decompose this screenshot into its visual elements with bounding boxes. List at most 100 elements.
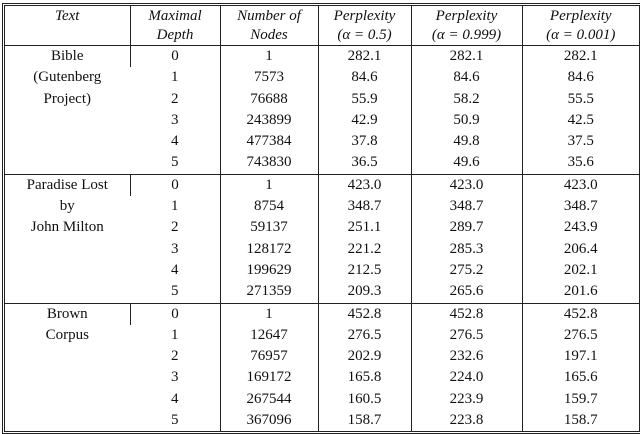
- cell-perplexity-alpha-0-001: 35.6: [521, 152, 639, 175]
- column-header-perplexity-alpha-0-001: (α = 0.001): [521, 26, 639, 46]
- cell-perplexity-alpha-0-999: 289.7: [410, 217, 522, 239]
- perplexity-table: Text Maximal Number of Perplexity Perplexity…: [5, 6, 639, 432]
- text-name-line: Bible: [51, 48, 84, 64]
- cell-perplexity-alpha-0-999: 275.2: [410, 259, 522, 282]
- table-group: Paradise Lost by John Milton 0 1 423.0 423.0 42…: [5, 174, 639, 304]
- cell-perplexity-alpha-0-001: 158.7: [521, 410, 639, 432]
- cell-maximal-depth: 3: [171, 240, 179, 257]
- cell-number-of-nodes: 128172: [219, 238, 318, 260]
- cell-maximal-depth: 1: [171, 326, 179, 343]
- cell-perplexity-alpha-0-999: 223.8: [410, 410, 522, 432]
- column-header-number-of-nodes: Number of: [219, 6, 318, 26]
- column-header-perplexity-alpha-0-999: Perplexity: [410, 6, 522, 26]
- cell-perplexity-alpha-0-5: 158.7: [317, 410, 411, 432]
- cell-maximal-depth: 3: [171, 111, 179, 128]
- table-row: 1 12647 276.5 276.5 276.5: [5, 324, 639, 347]
- cell-perplexity-alpha-0-999: 265.6: [410, 281, 522, 304]
- cell-perplexity-alpha-0-5: 202.9: [317, 346, 411, 368]
- cell-perplexity-alpha-0-999: 276.5: [410, 324, 522, 347]
- cell-maximal-depth: 1: [171, 69, 179, 86]
- cell-perplexity-alpha-0-5: 221.2: [317, 238, 411, 260]
- cell-maximal-depth: 5: [171, 154, 179, 171]
- cell-perplexity-alpha-0-5: 37.8: [317, 131, 411, 153]
- table-row: 2 59137 251.1 289.7 243.9: [5, 217, 639, 239]
- column-header-number-of-nodes: Nodes: [219, 26, 318, 46]
- table-row: Brown Corpus 0 1 452.8 452.8 452.8: [5, 303, 639, 343]
- cell-perplexity-alpha-0-999: 50.9: [410, 109, 522, 132]
- table-row: 3 243899 42.9 50.9 42.5: [5, 109, 639, 132]
- table-row: 5 367096 158.7 223.8 158.7: [5, 410, 639, 432]
- table-row: 4 477384 37.8 49.8 37.5: [5, 131, 639, 153]
- cell-perplexity-alpha-0-001: 452.8: [521, 303, 639, 325]
- cell-perplexity-alpha-0-5: 348.7: [317, 196, 411, 218]
- table-row: 2 76957 202.9 232.6 197.1: [5, 346, 639, 368]
- cell-perplexity-alpha-0-001: 84.6: [521, 67, 639, 89]
- cell-perplexity-alpha-0-999: 423.0: [410, 174, 522, 197]
- text-name-line: Brown: [46, 305, 88, 322]
- text-name-line: (Gutenberg: [33, 69, 102, 86]
- cell-perplexity-alpha-0-001: 201.6: [521, 281, 639, 304]
- cell-maximal-depth: 3: [171, 369, 179, 386]
- column-header-perplexity-alpha-0-001: Perplexity: [521, 6, 639, 26]
- cell-perplexity-alpha-0-5: 251.1: [317, 217, 411, 239]
- cell-perplexity-alpha-0-001: 159.7: [521, 388, 639, 411]
- column-header-perplexity-alpha-0-999: (α = 0.999): [410, 26, 522, 46]
- cell-perplexity-alpha-0-5: 423.0: [317, 174, 411, 197]
- text-name-cell: Bible (Gutenberg Project): [5, 46, 130, 175]
- cell-number-of-nodes: 743830: [219, 152, 318, 175]
- cell-perplexity-alpha-0-001: 165.6: [521, 367, 639, 389]
- cell-perplexity-alpha-0-999: 232.6: [410, 346, 522, 368]
- cell-number-of-nodes: 267544: [219, 388, 318, 411]
- cell-perplexity-alpha-0-5: 36.5: [317, 152, 411, 175]
- text-name-line: John Milton: [30, 219, 104, 236]
- cell-number-of-nodes: 76688: [219, 88, 318, 110]
- cell-number-of-nodes: 243899: [219, 109, 318, 132]
- cell-perplexity-alpha-0-5: 276.5: [317, 324, 411, 347]
- table-row: 5 743830 36.5 49.6 35.6: [5, 152, 639, 175]
- text-name-cell: Paradise Lost by John Milton: [5, 174, 130, 303]
- cell-maximal-depth: 4: [171, 261, 179, 278]
- table-row: Bible (Gutenberg Project) 0 1 282.1 282.1 282.1: [5, 45, 639, 107]
- cell-number-of-nodes: 12647: [219, 324, 318, 347]
- cell-number-of-nodes: 199629: [219, 259, 318, 282]
- table-row: 4 199629 212.5 275.2 202.1: [5, 259, 639, 282]
- column-header-text: [5, 26, 130, 46]
- column-header-text: Text: [55, 8, 80, 24]
- cell-number-of-nodes: 367096: [219, 410, 318, 432]
- cell-maximal-depth: 0: [129, 303, 220, 325]
- cell-perplexity-alpha-0-5: 212.5: [317, 259, 411, 282]
- cell-number-of-nodes: 271359: [219, 281, 318, 304]
- cell-perplexity-alpha-0-999: 84.6: [410, 67, 522, 89]
- cell-number-of-nodes: 8754: [219, 196, 318, 218]
- text-name-line: by: [59, 198, 75, 215]
- cell-number-of-nodes: 1: [219, 174, 318, 197]
- table-row: 3 128172 221.2 285.3 206.4: [5, 238, 639, 260]
- cell-perplexity-alpha-0-999: 58.2: [410, 88, 522, 110]
- cell-maximal-depth: 5: [171, 412, 179, 429]
- column-header-maximal-depth: Maximal: [129, 6, 220, 26]
- cell-perplexity-alpha-0-999: 224.0: [410, 367, 522, 389]
- cell-perplexity-alpha-0-001: 282.1: [521, 45, 639, 68]
- cell-perplexity-alpha-0-999: 282.1: [410, 45, 522, 68]
- cell-perplexity-alpha-0-001: 37.5: [521, 131, 639, 153]
- cell-perplexity-alpha-0-999: 223.9: [410, 388, 522, 411]
- cell-number-of-nodes: 59137: [219, 217, 318, 239]
- cell-maximal-depth: 4: [171, 390, 179, 407]
- cell-perplexity-alpha-0-001: 206.4: [521, 238, 639, 260]
- cell-maximal-depth: 1: [171, 198, 179, 215]
- cell-maximal-depth: 4: [171, 133, 179, 150]
- cell-perplexity-alpha-0-999: 49.8: [410, 131, 522, 153]
- cell-perplexity-alpha-0-001: 423.0: [521, 174, 639, 197]
- table-row: 2 76688 55.9 58.2 55.5: [5, 88, 639, 110]
- table-row: 5 271359 209.3 265.6 201.6: [5, 281, 639, 304]
- table-header: Text Maximal Number of Perplexity Perplexity…: [5, 6, 639, 46]
- cell-perplexity-alpha-0-5: 165.8: [317, 367, 411, 389]
- cell-number-of-nodes: 477384: [219, 131, 318, 153]
- cell-number-of-nodes: 7573: [219, 67, 318, 89]
- cell-perplexity-alpha-0-001: 42.5: [521, 109, 639, 132]
- cell-number-of-nodes: 169172: [219, 367, 318, 389]
- cell-perplexity-alpha-0-5: 452.8: [317, 303, 411, 325]
- cell-perplexity-alpha-0-5: 42.9: [317, 109, 411, 132]
- cell-perplexity-alpha-0-999: 348.7: [410, 196, 522, 218]
- cell-maximal-depth: 5: [171, 283, 179, 300]
